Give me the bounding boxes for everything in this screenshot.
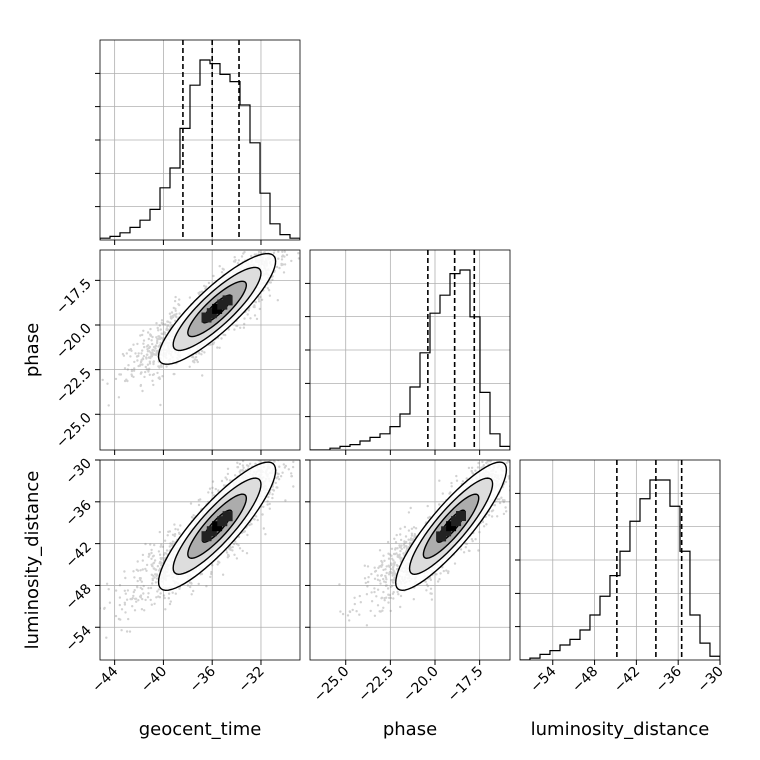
x-tick-label-luminosity_distance: −48	[569, 664, 601, 696]
y-tick-label-phase: −17.5	[53, 276, 95, 318]
y-tick-label-luminosity_distance: −48	[63, 581, 95, 613]
density-core-cell	[201, 312, 212, 323]
density-core	[201, 511, 233, 542]
histogram-phase	[310, 269, 510, 450]
y-tick-label-luminosity_distance: −42	[63, 539, 95, 571]
density-core-cell	[206, 308, 217, 319]
panel-frame	[99, 249, 301, 451]
density-core-cell	[441, 526, 452, 537]
scatter-panel-phase-luminosity_distance	[305, 459, 511, 665]
density-core-cell	[446, 521, 457, 532]
x-axis-label-luminosity_distance: luminosity_distance	[531, 719, 710, 740]
histogram-geocent_time	[100, 59, 300, 240]
x-tick-label-phase: −20.0	[400, 664, 442, 706]
x-tick-label-luminosity_distance: −36	[653, 663, 685, 695]
x-axis-label-phase: phase	[383, 719, 437, 740]
x-tick-label-geocent_time: −32	[236, 664, 268, 696]
scatter-content	[100, 250, 300, 417]
panel-frame	[99, 39, 301, 241]
x-tick-label-phase: −17.5	[445, 664, 487, 706]
y-tick-label-phase: −25.0	[53, 410, 95, 452]
x-tick-label-luminosity_distance: −30	[695, 664, 727, 696]
hist-panel-luminosity_distance	[515, 459, 721, 665]
scatter-content	[338, 460, 510, 627]
x-tick-label-luminosity_distance: −54	[527, 663, 559, 695]
panel-frame	[519, 459, 721, 661]
x-tick-label-phase: −22.5	[356, 664, 398, 706]
x-tick-label-geocent_time: −36	[187, 663, 219, 695]
density-core-cell	[201, 531, 212, 542]
density-core-cell	[217, 299, 228, 310]
histogram-luminosity_distance	[520, 479, 720, 660]
x-tick-label-phase: −25.0	[311, 664, 353, 706]
panel-frame	[99, 459, 301, 661]
density-core-cell	[212, 303, 223, 314]
y-tick-label-luminosity_distance: −36	[63, 497, 95, 529]
density-core-cell	[206, 526, 217, 537]
scatter-content	[100, 460, 295, 639]
panel-frame	[309, 459, 511, 661]
density-core-cell	[217, 516, 228, 527]
scatter-panel-geocent_time-phase	[95, 249, 301, 455]
x-axis-label-geocent_time: geocent_time	[139, 719, 262, 740]
hist-panel-phase	[305, 249, 511, 455]
panel-frame	[309, 249, 511, 451]
density-core	[436, 511, 466, 542]
y-tick-label-luminosity_distance: −30	[63, 456, 95, 488]
density-core	[201, 295, 233, 323]
x-tick-label-luminosity_distance: −42	[611, 664, 643, 696]
density-core-cell	[212, 521, 223, 532]
density-core-cell	[222, 511, 233, 522]
density-core-cell	[436, 531, 447, 542]
scatter-panel-geocent_time-luminosity_distance	[95, 459, 301, 665]
x-tick-label-geocent_time: −40	[138, 664, 170, 696]
density-core-cell	[222, 295, 233, 306]
x-tick-label-geocent_time: −44	[89, 663, 121, 695]
hist-panel-geocent_time	[95, 39, 301, 245]
y-tick-label-luminosity_distance: −54	[63, 623, 95, 655]
y-tick-label-phase: −22.5	[53, 365, 95, 407]
y-axis-label-phase: phase	[22, 323, 43, 377]
density-core-cell	[456, 511, 466, 521]
y-axis-label-luminosity_distance: luminosity_distance	[22, 471, 43, 650]
y-tick-label-phase: −20.0	[53, 321, 95, 363]
density-core-cell	[451, 516, 462, 527]
